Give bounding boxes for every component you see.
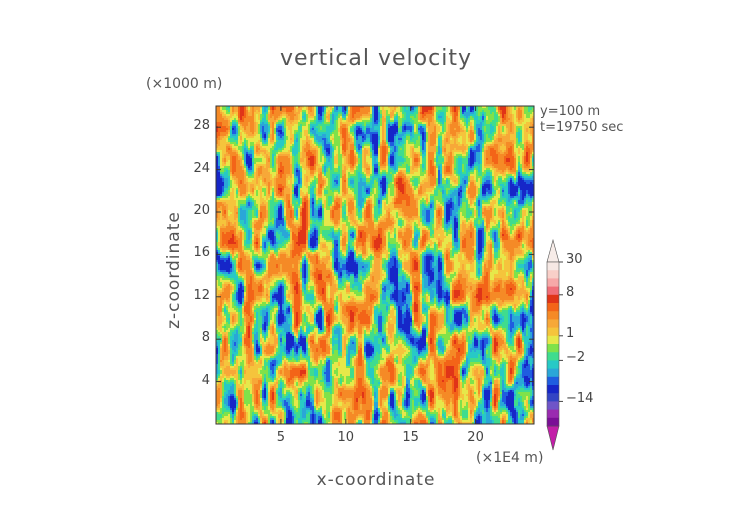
x-tick-label: 20 <box>467 430 484 445</box>
colorbar-segment <box>547 360 559 370</box>
colorbar-segment <box>547 409 559 419</box>
colorbar-segment <box>547 294 559 304</box>
colorbar-segment <box>547 319 559 329</box>
x-tick-label: 10 <box>337 430 355 445</box>
y-tick-label: 4 <box>201 372 210 388</box>
y-tick-label: 28 <box>193 118 210 134</box>
colorbar-segment <box>547 393 559 402</box>
annotation-y-position: y=100 m <box>540 104 601 119</box>
colorbar-segment <box>547 262 559 271</box>
velocity-field <box>216 106 534 424</box>
y-tick-label: 20 <box>193 203 210 218</box>
y-tick-label: 16 <box>193 245 210 261</box>
colorbar-segment <box>547 417 559 427</box>
annotation-time: t=19750 sec <box>540 120 624 135</box>
y-axis-unit: (×1000 m) <box>146 76 223 92</box>
x-axis-unit: (×1E4 m) <box>476 450 544 466</box>
colorbar-segment <box>547 344 559 353</box>
colorbar-tick-label: −2 <box>566 350 586 366</box>
colorbar-tick-label: 1 <box>566 325 575 341</box>
y-tick-label: 24 <box>193 160 210 176</box>
colorbar-segment <box>547 327 559 337</box>
colorbar-segment <box>547 335 559 345</box>
x-axis-label: x-coordinate <box>316 470 436 490</box>
colorbar-segment <box>547 352 559 361</box>
colorbar-segment <box>547 311 559 320</box>
colorbar-tick-label: 30 <box>566 252 583 267</box>
colorbar-segment <box>547 303 559 312</box>
y-tick-label: 8 <box>201 330 210 346</box>
colorbar-segment <box>547 401 559 411</box>
colorbar-segment <box>547 368 559 378</box>
colorbar-segment <box>547 385 559 394</box>
chart-title: vertical velocity <box>279 46 472 71</box>
colorbar-segment <box>547 278 559 288</box>
plot-frame <box>215 105 535 425</box>
y-tick-label: 12 <box>193 287 210 303</box>
colorbar-segment <box>547 286 559 296</box>
colorbar-segment <box>547 376 559 386</box>
colorbar-tick-label: 8 <box>566 284 575 300</box>
colorbar-tick-label: −14 <box>566 391 594 407</box>
x-tick-label: 5 <box>276 430 286 445</box>
x-tick-label: 15 <box>402 430 419 445</box>
colorbar-frame <box>546 261 560 427</box>
colorbar-segment <box>547 270 559 279</box>
colorbar-extend-top <box>546 238 560 263</box>
colorbar-extend-bottom <box>546 425 560 451</box>
